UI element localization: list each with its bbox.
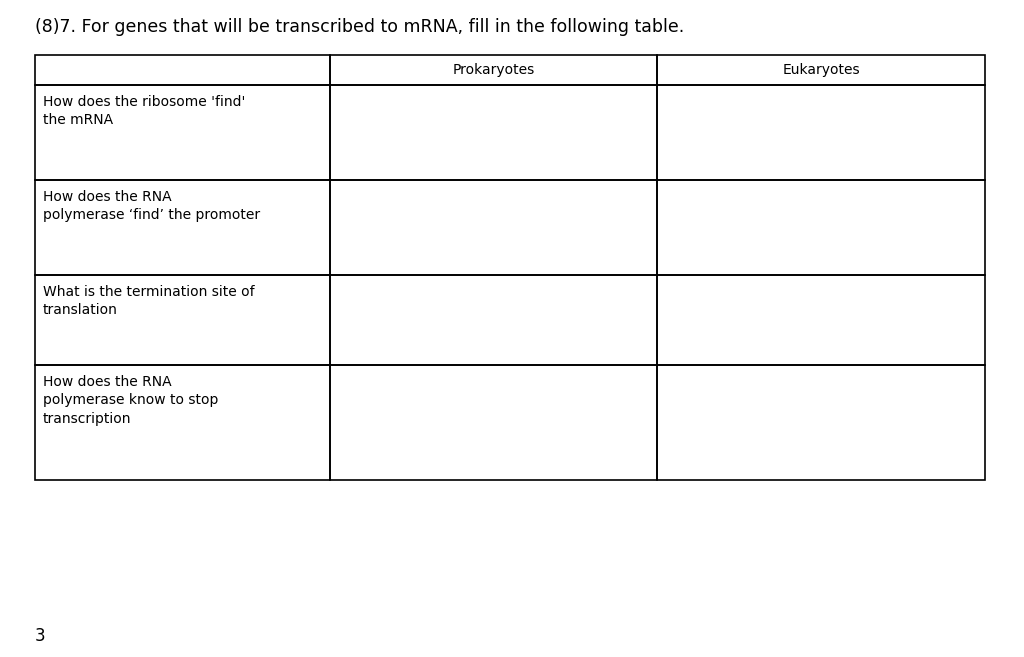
- Bar: [330, 55, 657, 85]
- Bar: [657, 180, 985, 275]
- Bar: [657, 85, 985, 180]
- Text: 3: 3: [35, 627, 46, 645]
- Bar: [35, 85, 330, 180]
- Bar: [330, 85, 657, 180]
- Bar: [657, 365, 985, 480]
- Bar: [330, 365, 657, 480]
- Text: How does the RNA
polymerase ‘find’ the promoter: How does the RNA polymerase ‘find’ the p…: [43, 190, 260, 223]
- Bar: [35, 180, 330, 275]
- Text: Eukaryotes: Eukaryotes: [782, 63, 860, 77]
- Bar: [35, 365, 330, 480]
- Bar: [657, 55, 985, 85]
- Bar: [330, 275, 657, 365]
- Text: (8)7. For genes that will be transcribed to mRNA, fill in the following table.: (8)7. For genes that will be transcribed…: [35, 18, 684, 36]
- Bar: [657, 275, 985, 365]
- Bar: [35, 55, 330, 85]
- Bar: [35, 275, 330, 365]
- Text: How does the RNA
polymerase know to stop
transcription: How does the RNA polymerase know to stop…: [43, 375, 218, 426]
- Text: Prokaryotes: Prokaryotes: [453, 63, 535, 77]
- Bar: [330, 180, 657, 275]
- Text: What is the termination site of
translation: What is the termination site of translat…: [43, 285, 255, 317]
- Text: How does the ribosome 'find'
the mRNA: How does the ribosome 'find' the mRNA: [43, 95, 246, 127]
